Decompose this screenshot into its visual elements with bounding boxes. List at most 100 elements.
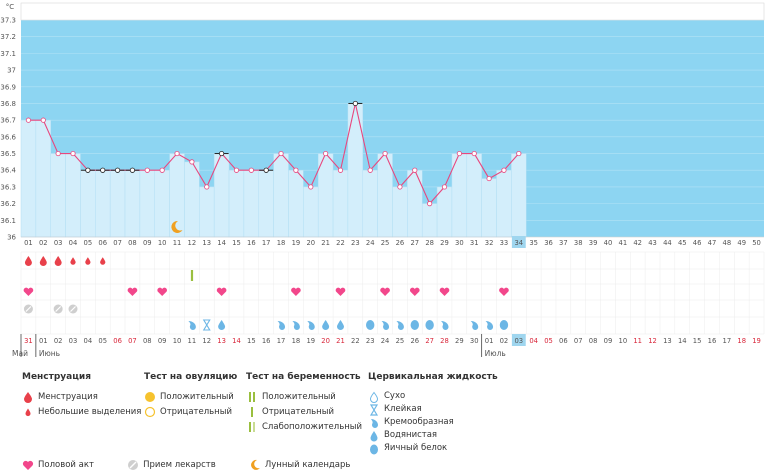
legend-label: Яичный белок <box>384 443 448 453</box>
calendar-date-label: 11 <box>633 337 642 345</box>
temperature-point <box>100 167 106 173</box>
pill-line <box>25 306 32 312</box>
creamy-drop-icon <box>277 321 286 330</box>
legend-label: Половой акт <box>38 460 94 470</box>
temperature-line <box>28 103 520 205</box>
temperature-bar <box>407 169 423 238</box>
cycle-day-label: 04 <box>69 239 78 247</box>
calendar-date-label: 02 <box>500 337 509 345</box>
cycle-day-label: 16 <box>247 239 256 247</box>
calendar-date-label: 15 <box>247 337 256 345</box>
temperature-point <box>40 117 46 123</box>
heart-icon <box>23 287 34 296</box>
egg-icon <box>499 320 509 330</box>
cycle-day-label: 07 <box>113 239 122 247</box>
cycle-day-label: 39 <box>589 239 598 247</box>
y-tick-label: 37.3 <box>0 17 16 25</box>
heart-icon <box>409 287 420 296</box>
temperature-point <box>144 167 150 173</box>
legend-item-spotting: Небольшие выделения <box>22 405 141 420</box>
creamy-drop-icon <box>292 321 300 330</box>
calendar-date-label: 30 <box>470 337 479 345</box>
month-label: Июль <box>485 349 506 358</box>
egg-icon <box>425 320 434 330</box>
temperature-point <box>219 150 225 157</box>
temperature-point <box>25 117 32 123</box>
calendar-date-label: 14 <box>678 337 687 345</box>
egg-icon <box>370 444 378 455</box>
yellow-ring-icon <box>144 406 156 418</box>
temperature-bar <box>332 169 349 238</box>
legend-item-creamy: Кремообразная <box>368 416 498 429</box>
cycle-day-label: 06 <box>98 239 107 247</box>
calendar-date-label: 05 <box>98 337 107 345</box>
temperature-point <box>323 150 329 157</box>
legend-item-ovulation-positive: Положительный <box>144 390 237 405</box>
current-day-highlight <box>511 236 526 248</box>
legend-menstruation: Менструация Менструация Небольшие выделе… <box>22 372 141 420</box>
temperature-point <box>204 184 210 190</box>
temperature-bar <box>20 119 37 238</box>
y-tick-label: 36.3 <box>0 183 16 191</box>
cycle-day-label: 25 <box>381 239 390 247</box>
heart-icon <box>157 287 167 296</box>
legend-item-watery: Водянистая <box>368 429 498 442</box>
calendar-date-label: 09 <box>158 337 167 345</box>
heart-icon <box>22 460 34 470</box>
temperature-bar <box>109 169 126 238</box>
temperature-bar <box>436 186 453 238</box>
legend-item-menstruation: Менструация <box>22 390 141 405</box>
legend-title-cervical: Цервикальная жидкость <box>368 372 498 382</box>
temperature-point <box>486 175 492 182</box>
temperature-bar <box>303 186 319 238</box>
y-tick-label: 36.9 <box>0 83 16 91</box>
cycle-day-label: 37 <box>559 239 568 247</box>
temperature-point <box>397 184 403 190</box>
legend-item-dry: Сухо <box>368 390 498 403</box>
temperature-bar <box>35 119 51 238</box>
legend-item-eggwhite: Яичный белок <box>368 442 498 455</box>
legend-label: Сухо <box>384 391 406 401</box>
calendar-date-label: 09 <box>604 337 613 345</box>
legend-label: Лунный календарь <box>264 460 351 470</box>
calendar-date-label: 19 <box>752 337 761 345</box>
cycle-day-label: 02 <box>39 239 48 247</box>
calendar-date-label: 01 <box>485 337 494 345</box>
creamy-drop-icon <box>307 321 315 330</box>
y-tick-label: 36.7 <box>0 117 16 125</box>
red-drop-icon <box>24 392 32 403</box>
temperature-bar <box>392 186 408 238</box>
y-tick-label: 36.4 <box>0 167 16 175</box>
cycle-day-label: 33 <box>500 239 509 247</box>
calendar-date-label: 06 <box>113 337 122 345</box>
calendar-date-label: 03 <box>69 337 78 345</box>
legend-label: Небольшие выделения <box>38 407 142 417</box>
blue-drop-icon <box>322 320 330 331</box>
legend-item-ovulation-negative: Отрицательный <box>144 405 237 420</box>
calendar-date-label: 05 <box>544 337 553 345</box>
creamy-drop-icon <box>188 321 196 330</box>
temperature-point <box>352 100 358 107</box>
calendar-date-label: 20 <box>321 337 330 345</box>
cycle-day-label: 44 <box>663 239 672 247</box>
cycle-day-label: 12 <box>188 239 197 247</box>
cycle-day-label: 32 <box>485 239 494 247</box>
legend-item-lunar: Лунный календарь <box>249 458 351 473</box>
single-bar-icon <box>251 407 253 417</box>
temperature-bar <box>139 169 155 238</box>
temperature-bar <box>80 169 96 238</box>
legend-label: Слабоположительный <box>262 422 363 432</box>
cycle-day-label: 46 <box>693 239 702 247</box>
temperature-bar <box>481 178 497 238</box>
temperature-point <box>516 150 522 157</box>
heart-icon <box>216 287 227 296</box>
cycle-day-label: 50 <box>752 239 761 247</box>
temperature-bar <box>273 153 289 238</box>
cycle-day-label: 45 <box>678 239 687 247</box>
temperature-point <box>427 201 433 207</box>
y-tick-label: 36.8 <box>0 100 16 108</box>
cycle-day-label: 20 <box>306 239 315 247</box>
temperature-bar <box>421 203 438 238</box>
cycle-day-label: 35 <box>529 239 538 247</box>
calendar-date-label: 18 <box>292 337 301 345</box>
